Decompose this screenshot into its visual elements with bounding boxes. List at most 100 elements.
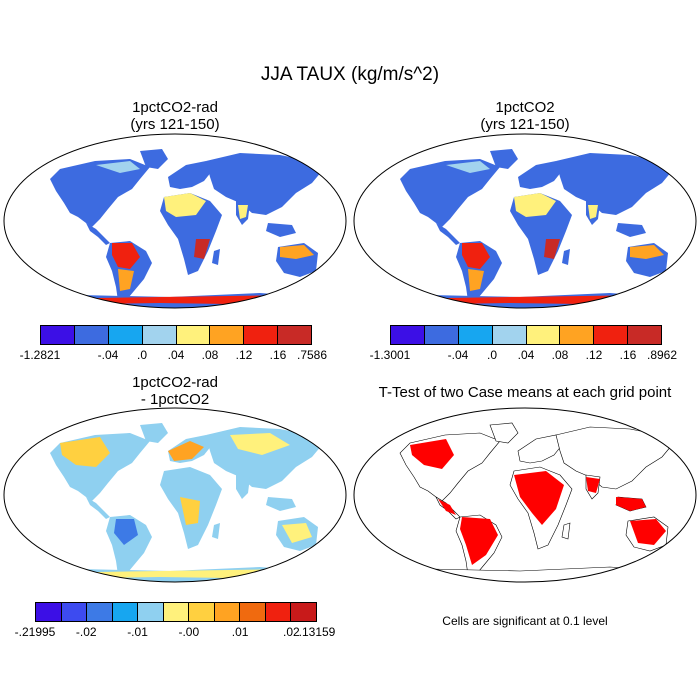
south-america-tropics — [112, 243, 140, 269]
colorbar-label: .7586 — [296, 348, 328, 362]
colorbar-label: .02 — [283, 625, 300, 639]
colorbar-swatch — [112, 603, 139, 621]
map-bottom-right — [353, 407, 697, 583]
sahara-region — [164, 193, 206, 217]
globe-outline — [353, 133, 697, 309]
panel-title-line2: - 1pctCO2 — [140, 391, 210, 408]
colorbar-swatch — [265, 603, 292, 621]
map-bottom-left — [3, 407, 347, 583]
sig-north-america — [410, 439, 454, 469]
significance-note: Cells are significant at 0.1 level — [442, 614, 608, 628]
panel-title-line2: (yrs 121-150) — [130, 116, 220, 133]
colorbar-label: .13159 — [298, 625, 336, 639]
colorbar-bottom-left: -.21995 -.02 -.01 -.00 .01 .02.13159 — [15, 602, 336, 639]
colorbar-swatch — [41, 326, 75, 344]
europe-warm — [168, 441, 204, 461]
sig-south-america — [460, 517, 498, 565]
colorbar-swatch — [391, 326, 425, 344]
colorbar-swatch — [189, 603, 215, 621]
colorbar-swatch — [36, 603, 62, 621]
india-region — [238, 205, 248, 219]
colorbar-swatch — [628, 326, 661, 344]
panel-title-bottom-left: 1pctCO2-rad - 1pctCO2 — [0, 374, 350, 408]
panel-title-top-left: 1pctCO2-rad (yrs 121-150) — [0, 99, 350, 133]
africa-warm — [180, 497, 200, 525]
north-america-warm — [60, 437, 110, 467]
colorbar-label: .04 — [517, 348, 535, 362]
sahara-region — [514, 193, 556, 217]
sig-africa — [514, 471, 564, 525]
colorbar-label: -.00 — [178, 625, 200, 639]
colorbar-swatch — [108, 326, 143, 344]
colorbar-label: -.01 — [127, 625, 148, 639]
figure-title: JJA TAUX (kg/m/s^2) — [260, 64, 440, 85]
colorbar-swatch — [214, 603, 241, 621]
colorbar-label: .12 — [585, 348, 603, 362]
colorbar-swatch — [424, 326, 459, 344]
australia-north — [630, 245, 664, 259]
colorbar-swatch — [138, 603, 164, 621]
globe-outline — [353, 407, 697, 583]
southern-africa — [194, 239, 210, 259]
map-top-right — [353, 133, 697, 309]
colorbar-label: .01 — [231, 625, 249, 639]
panel-title-line2: (yrs 121-150) — [480, 116, 570, 133]
colorbar-labels: -.21995 -.02 -.01 -.00 .01 .02.13159 — [15, 625, 336, 639]
panel-title-top-right: 1pctCO2 (yrs 121-150) — [350, 99, 700, 133]
colorbar-swatch — [492, 326, 527, 344]
sig-central-america — [438, 499, 456, 515]
south-america-tropics — [462, 243, 490, 269]
panel-title-line1: T-Test of two Case means at each grid po… — [378, 384, 672, 401]
panel-title-bottom-right: T-Test of two Case means at each grid po… — [350, 384, 700, 401]
sig-se-asia — [616, 497, 646, 511]
colorbar-label: -1.3001 — [369, 348, 411, 362]
colorbar-swatch — [142, 326, 177, 344]
colorbar-swatch — [240, 603, 266, 621]
colorbar-label: .0 — [136, 348, 148, 362]
australia-mixed — [282, 523, 312, 543]
colorbar-top-right: -1.3001 -.04 .0 .04 .08 .12 .16 .8962 — [370, 325, 677, 362]
colorbar-label: .0 — [486, 348, 498, 362]
map-top-left — [3, 133, 347, 309]
colorbar-swatch — [176, 326, 211, 344]
colorbar-label: .04 — [167, 348, 185, 362]
colorbar-swatches — [390, 325, 662, 345]
colorbar-label: .16 — [269, 348, 287, 362]
panel-title-line1: 1pctCO2 — [495, 99, 555, 116]
colorbar-swatch — [74, 326, 109, 344]
colorbar-swatch — [61, 603, 88, 621]
south-america-south — [468, 269, 484, 291]
sig-australia — [630, 519, 666, 545]
colorbar-swatch — [278, 326, 311, 344]
india-region — [588, 205, 598, 219]
colorbar-label: .8962 — [646, 348, 678, 362]
colorbar-label: .12 — [235, 348, 253, 362]
colorbar-swatch — [210, 326, 245, 344]
colorbar-label: .08 — [551, 348, 569, 362]
colorbar-labels: -1.2821 -.04 .0 .04 .08 .12 .16 .7586 — [20, 348, 327, 362]
colorbar-swatch — [291, 603, 317, 621]
arctic-region — [96, 161, 140, 173]
colorbar-label: -.04 — [97, 348, 119, 362]
colorbar-swatch — [458, 326, 493, 344]
globe-outline — [3, 407, 347, 583]
colorbar-labels: -1.3001 -.04 .0 .04 .08 .12 .16 .8962 — [370, 348, 677, 362]
australia-north — [280, 245, 314, 259]
colorbar-swatch — [560, 326, 595, 344]
colorbar-label: -1.2821 — [19, 348, 61, 362]
asia-mixed — [230, 433, 290, 455]
southern-africa — [544, 239, 560, 259]
colorbar-swatch — [594, 326, 629, 344]
sig-india — [586, 477, 600, 493]
colorbar-swatches — [35, 602, 317, 622]
panel-title-line1: 1pctCO2-rad — [132, 374, 218, 391]
colorbar-swatch — [163, 603, 190, 621]
colorbar-label: -.21995 — [14, 625, 56, 639]
south-america-south — [118, 269, 134, 291]
globe-outline — [3, 133, 347, 309]
arctic-region — [446, 161, 490, 173]
colorbar-label: -.02 — [75, 625, 97, 639]
colorbar-swatch — [526, 326, 561, 344]
colorbar-label: -.04 — [447, 348, 469, 362]
colorbar-top-left: -1.2821 -.04 .0 .04 .08 .12 .16 .7586 — [20, 325, 327, 362]
